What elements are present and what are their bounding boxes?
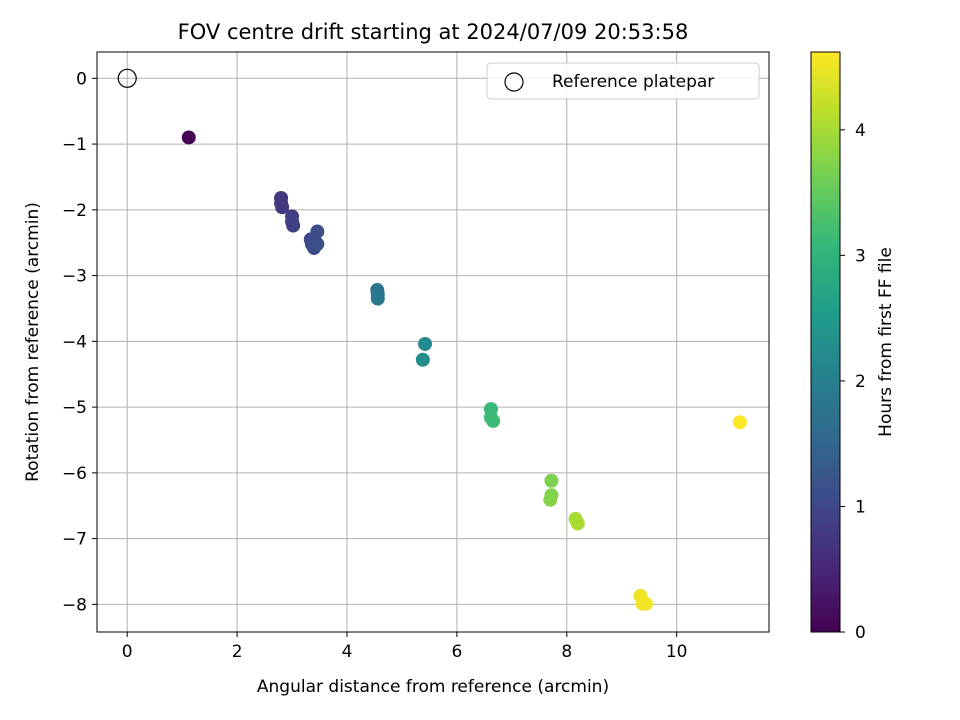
grid xyxy=(97,52,769,632)
y-tick-label: −2 xyxy=(62,201,87,221)
data-point xyxy=(732,415,747,430)
x-tick-label: 8 xyxy=(561,642,572,662)
data-point xyxy=(310,237,325,252)
data-point xyxy=(415,352,430,367)
data-point xyxy=(181,130,196,145)
colorbar-label: Hours from first FF file xyxy=(876,247,896,437)
colorbar-gradient xyxy=(810,51,841,633)
x-axis-label: Angular distance from reference (arcmin) xyxy=(257,677,609,697)
legend: Reference platepar xyxy=(486,62,760,100)
x-tick-label: 4 xyxy=(342,642,353,662)
chart-title: FOV centre drift starting at 2024/07/09 … xyxy=(178,20,689,44)
y-tick-label: −3 xyxy=(62,267,87,287)
y-tick-label: −8 xyxy=(62,595,87,615)
y-tick-label: −5 xyxy=(62,398,87,418)
x-tick-label: 2 xyxy=(232,642,243,662)
colorbar-ticks: 0 1 2 3 4 xyxy=(840,121,866,643)
data-point xyxy=(310,224,325,239)
axes-frame xyxy=(96,51,770,633)
data-point xyxy=(570,516,585,531)
reference-marker xyxy=(117,68,137,88)
y-axis-label: Rotation from reference (arcmin) xyxy=(23,202,43,482)
axis-ticks: 0 2 4 6 8 10 0 −1 −2 −3 −4 −5 −6 −7 −8 xyxy=(62,69,688,662)
legend-box xyxy=(486,62,760,100)
x-tick-label: 10 xyxy=(666,642,688,662)
x-tick-label: 6 xyxy=(451,642,462,662)
y-tick-label: −1 xyxy=(62,135,87,155)
data-point xyxy=(418,336,433,351)
colorbar-tick-label: 2 xyxy=(855,372,866,392)
colorbar-tick-label: 1 xyxy=(855,497,866,517)
data-point xyxy=(370,291,385,306)
y-tick-label: −4 xyxy=(62,332,87,352)
colorbar-tick-label: 0 xyxy=(855,623,866,643)
data-points xyxy=(117,68,747,611)
colorbar: 0 1 2 3 4 Hours from first FF file xyxy=(810,51,896,643)
data-point xyxy=(286,218,301,233)
y-tick-label: 0 xyxy=(76,69,87,89)
legend-marker xyxy=(504,72,524,92)
colorbar-tick-label: 3 xyxy=(855,246,866,266)
data-point xyxy=(544,473,559,488)
colorbar-tick-label: 4 xyxy=(855,121,866,141)
y-tick-label: −7 xyxy=(62,530,87,550)
data-point xyxy=(275,200,290,215)
data-point xyxy=(486,413,501,428)
x-tick-label: 0 xyxy=(122,642,133,662)
data-point xyxy=(543,492,558,507)
data-point xyxy=(638,596,653,611)
y-tick-label: −6 xyxy=(62,464,87,484)
legend-entry-reference: Reference platepar xyxy=(552,72,714,92)
